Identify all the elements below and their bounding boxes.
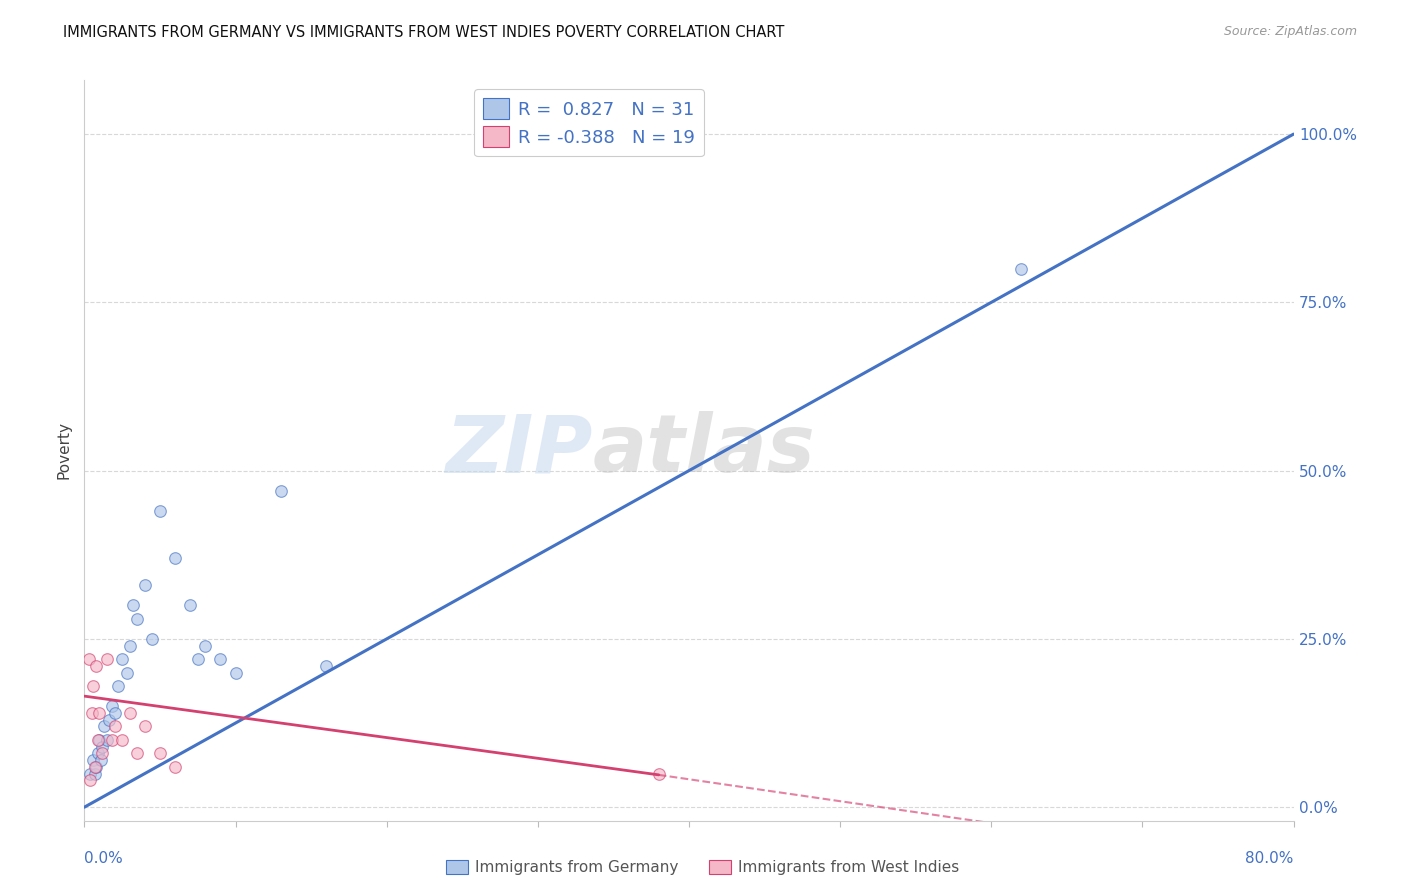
Point [89, 732, 111, 747]
Point [107, 679, 129, 693]
Text: Source: ZipAtlas.com: Source: ZipAtlas.com [1223, 25, 1357, 38]
Text: 80.0%: 80.0% [1246, 851, 1294, 866]
Point [104, 719, 127, 733]
Point [96, 732, 118, 747]
Point [93, 719, 115, 733]
Point [111, 732, 134, 747]
Point [89, 706, 111, 720]
Point [165, 760, 187, 774]
Point [209, 652, 232, 666]
Point [149, 747, 172, 761]
Point [104, 706, 127, 720]
Point [194, 639, 217, 653]
Point [79, 766, 101, 780]
Point [100, 699, 122, 714]
Point [90, 753, 112, 767]
Text: atlas: atlas [592, 411, 815, 490]
Point [141, 632, 163, 646]
Text: ZIP: ZIP [444, 411, 592, 490]
Point [86, 760, 108, 774]
Legend: R =  0.827   N = 31, R = -0.388   N = 19: R = 0.827 N = 31, R = -0.388 N = 19 [474, 89, 703, 156]
Point [100, 732, 122, 747]
Point [225, 665, 247, 680]
Point [82, 753, 104, 767]
Point [84, 760, 107, 774]
Point [165, 551, 187, 566]
Point [134, 719, 156, 733]
Point [179, 599, 201, 613]
Point [97, 713, 120, 727]
Point [127, 612, 149, 626]
Text: IMMIGRANTS FROM GERMANY VS IMMIGRANTS FROM WEST INDIES POVERTY CORRELATION CHART: IMMIGRANTS FROM GERMANY VS IMMIGRANTS FR… [63, 25, 785, 40]
Point [86, 658, 108, 673]
Point [127, 747, 149, 761]
Point [149, 504, 172, 518]
Point [91, 739, 114, 754]
Point [84, 766, 107, 780]
Point [134, 578, 156, 592]
Point [87, 747, 110, 761]
Text: 0.0%: 0.0% [84, 851, 124, 866]
Point [79, 773, 101, 788]
Y-axis label: Poverty: Poverty [56, 421, 72, 480]
Point [111, 652, 134, 666]
Point [82, 679, 104, 693]
Point [270, 483, 292, 498]
Point [118, 706, 141, 720]
Point [80, 706, 103, 720]
Point [91, 747, 114, 761]
Point [187, 652, 209, 666]
Point [118, 639, 141, 653]
Point [87, 732, 110, 747]
Legend: Immigrants from Germany, Immigrants from West Indies: Immigrants from Germany, Immigrants from… [441, 855, 965, 880]
Point [315, 658, 337, 673]
Point [115, 665, 138, 680]
Point [648, 766, 671, 780]
Point [1011, 261, 1033, 276]
Point [77, 652, 100, 666]
Point [96, 652, 118, 666]
Point [121, 599, 143, 613]
